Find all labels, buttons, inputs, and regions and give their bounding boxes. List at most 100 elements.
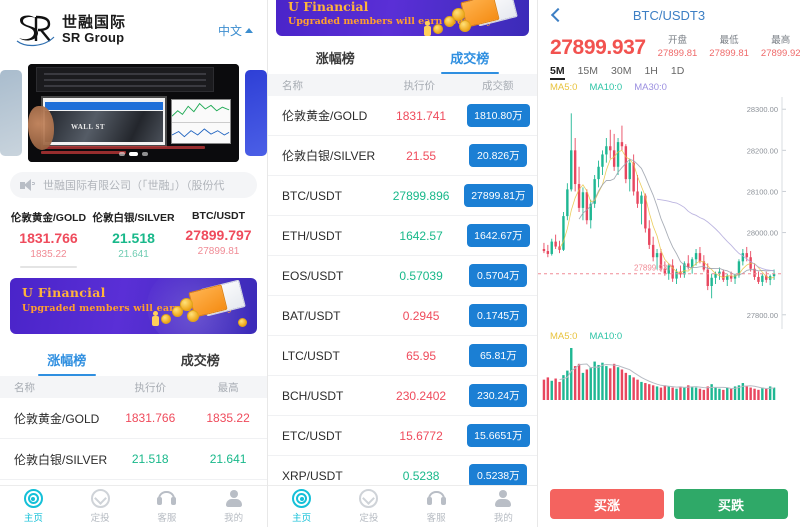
nav-item-support[interactable]: 客服 <box>403 489 470 524</box>
timeframe-30m[interactable]: 30M <box>611 65 632 77</box>
tab-volume[interactable]: 成交榜 <box>180 352 220 368</box>
stat-value: 27899.92 <box>760 48 800 59</box>
table-row[interactable]: ETH/USDT 1642.57 1642.67万 <box>268 216 537 256</box>
table-row[interactable]: 伦敦黄金/GOLD 1831.766 1835.22 <box>0 398 267 439</box>
row-name: BTC/USDT <box>282 188 342 203</box>
table-row[interactable]: BTC/USDT 27899.896 27899.81万 <box>268 176 537 216</box>
stat-value: 27899.81 <box>709 48 749 59</box>
quote-price: 21.518 <box>112 230 155 246</box>
left-ranking-tabs: 涨幅榜 成交榜 <box>0 342 267 376</box>
row-name: EOS/USDT <box>282 268 344 283</box>
svg-text:28000.00: 28000.00 <box>747 229 778 238</box>
hand-photo-element <box>28 106 54 150</box>
table-row[interactable]: LTC/USDT 65.95 65.81万 <box>268 336 537 376</box>
carousel-prev-slide[interactable] <box>0 70 22 156</box>
timeframe-1h[interactable]: 1H <box>644 65 658 77</box>
table-row[interactable]: 伦敦白银/SILVER 21.55 20.826万 <box>268 136 537 176</box>
row-volume-badge[interactable]: 0.1745万 <box>469 304 528 327</box>
quote-card[interactable]: 伦敦白银/SILVER 21.518 21.641 <box>91 210 176 268</box>
tab-gainers[interactable]: 涨幅榜 <box>0 342 134 376</box>
carousel-dot[interactable] <box>119 152 125 156</box>
timeframe-15m[interactable]: 15M <box>577 65 599 77</box>
candlestick-chart[interactable]: 27899.937 28300.00 28200.00 28100.00 28000.… <box>538 93 800 331</box>
buy-up-button[interactable]: 买涨 <box>550 489 664 519</box>
timeframe-1d[interactable]: 1D <box>670 65 685 77</box>
vol-ma10-legend: MA10:0 <box>589 331 623 342</box>
table-row[interactable]: BCH/USDT 230.2402 230.24万 <box>268 376 537 416</box>
volume-svg <box>542 348 776 400</box>
promo-banner[interactable]: U Financial Upgraded members will earn e… <box>276 0 529 36</box>
volume-legend: MA5:0 MA10:0 <box>538 331 800 342</box>
table-row[interactable]: EOS/USDT 0.57039 0.5704万 <box>268 256 537 296</box>
table-row[interactable]: XRP/USDT 0.5238 0.5238万 <box>268 456 537 496</box>
ma30-legend: MA30:0 <box>634 82 667 93</box>
row-name: LTC/USDT <box>282 348 340 363</box>
row-volume-badge[interactable]: 0.5704万 <box>469 264 528 287</box>
volume-chart[interactable] <box>538 342 800 438</box>
buy-down-button[interactable]: 买跌 <box>674 489 788 519</box>
nav-item-home[interactable]: 主页 <box>0 489 67 524</box>
row-volume-badge[interactable]: 27899.81万 <box>464 184 533 207</box>
monitor-top <box>36 66 214 93</box>
nav-item-home[interactable]: 主页 <box>268 489 335 524</box>
promo-title: U Financial <box>22 285 106 300</box>
quote-summary-cards: 伦敦黄金/GOLD 1831.766 1835.22 伦敦白银/SILVER 2… <box>0 208 267 274</box>
quote-card[interactable]: 伦敦黄金/GOLD 1831.766 1835.22 <box>6 210 91 268</box>
column-volume: 成交额 <box>482 79 514 92</box>
row-name: 伦敦黄金/GOLD <box>282 109 368 123</box>
carousel-dot[interactable] <box>142 152 148 156</box>
nav-item-support[interactable]: 客服 <box>134 489 201 524</box>
nav-label: 客服 <box>157 513 177 524</box>
row-name: BAT/USDT <box>282 308 341 323</box>
middle-table-body: 伦敦黄金/GOLD 1831.741 1810.80万 伦敦白银/SILVER … <box>268 96 537 496</box>
row-volume-badge[interactable]: 65.81万 <box>469 344 528 367</box>
stat-high: 最高 27899.92 <box>761 32 800 59</box>
row-volume-badge[interactable]: 0.5238万 <box>469 464 528 487</box>
table-row[interactable]: 伦敦白银/SILVER 21.518 21.641 <box>0 439 267 480</box>
stat-label: 开盘 <box>667 35 687 46</box>
tab-gainers[interactable]: 涨幅榜 <box>315 50 355 66</box>
middle-panel: U Financial Upgraded members will earn e… <box>268 0 538 527</box>
nav-item-invest[interactable]: 定投 <box>335 489 402 524</box>
carousel-slide-active[interactable] <box>28 64 239 162</box>
ma10-legend: MA10:0 <box>589 82 623 93</box>
quote-name: BTC/USDT <box>191 210 246 222</box>
trading-desk-photo <box>28 64 239 162</box>
row-volume-badge[interactable]: 1810.80万 <box>467 104 530 127</box>
stat-value: 27899.81 <box>657 48 698 59</box>
coins-illustration <box>131 279 249 332</box>
carousel-dots[interactable] <box>28 152 239 156</box>
nav-item-mine[interactable]: 我的 <box>200 489 267 524</box>
column-high: 最高 <box>217 381 239 394</box>
row-volume-badge[interactable]: 230.24万 <box>469 384 528 407</box>
svg-text:28200.00: 28200.00 <box>747 146 778 155</box>
row-volume-badge[interactable]: 20.826万 <box>469 144 528 167</box>
nav-label: 主页 <box>292 513 312 524</box>
row-volume-badge[interactable]: 1642.67万 <box>467 224 530 247</box>
nav-item-mine[interactable]: 我的 <box>470 489 537 524</box>
timeframe-5m[interactable]: 5M <box>550 65 565 80</box>
quote-card[interactable]: BTC/USDT 27899.797 27899.81 <box>176 210 261 268</box>
person-figure <box>423 21 432 36</box>
promo-banner[interactable]: U Financial Upgraded members will earn e… <box>10 278 257 334</box>
sr-logo-icon <box>14 10 56 50</box>
table-row[interactable]: ETC/USDT 15.6772 15.6651万 <box>268 416 537 456</box>
tab-volume[interactable]: 成交榜 <box>403 40 538 74</box>
photo-caption-bars <box>40 146 206 158</box>
nav-item-invest[interactable]: 定投 <box>67 489 134 524</box>
stat-label: 最高 <box>771 35 791 46</box>
quote-price: 27899.797 <box>185 227 252 243</box>
table-row[interactable]: 伦敦黄金/GOLD 1831.741 1810.80万 <box>268 96 537 136</box>
promo-subtitle: Upgraded members will earn everyday <box>22 303 234 314</box>
svg-text:27800.00: 27800.00 <box>747 311 778 320</box>
quote-sub: 1835.22 <box>30 249 67 260</box>
svg-text:28100.00: 28100.00 <box>747 187 778 196</box>
language-selector[interactable]: 中文 <box>218 22 253 39</box>
carousel-next-slide[interactable] <box>245 70 267 156</box>
notice-bar[interactable]: 世融国际有限公司（「世融」）（股份代 <box>10 172 257 198</box>
banner-carousel[interactable] <box>0 60 267 166</box>
table-row[interactable]: BAT/USDT 0.2945 0.1745万 <box>268 296 537 336</box>
row-volume-badge[interactable]: 15.6651万 <box>467 424 530 447</box>
carousel-dot-active[interactable] <box>129 152 138 156</box>
